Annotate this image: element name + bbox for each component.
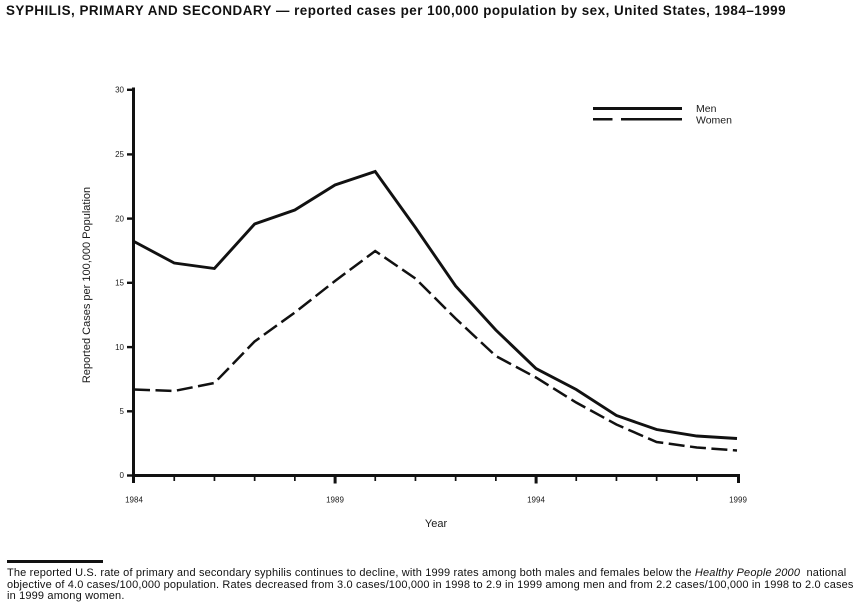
svg-text:1994: 1994 [527, 496, 545, 505]
svg-text:1984: 1984 [125, 496, 143, 505]
svg-text:30: 30 [115, 86, 124, 95]
svg-text:5: 5 [120, 407, 125, 416]
svg-text:1999: 1999 [729, 496, 747, 505]
svg-text:10: 10 [115, 343, 124, 352]
svg-text:Men: Men [696, 103, 717, 115]
svg-text:0: 0 [120, 471, 125, 480]
svg-text:20: 20 [115, 214, 124, 223]
svg-text:Reported Cases per 100,000 Pop: Reported Cases per 100,000 Population [81, 187, 93, 383]
svg-text:Women: Women [696, 115, 732, 127]
svg-text:Year: Year [425, 518, 448, 530]
svg-text:1989: 1989 [326, 496, 344, 505]
svg-text:25: 25 [115, 150, 124, 159]
svg-text:15: 15 [115, 279, 124, 288]
